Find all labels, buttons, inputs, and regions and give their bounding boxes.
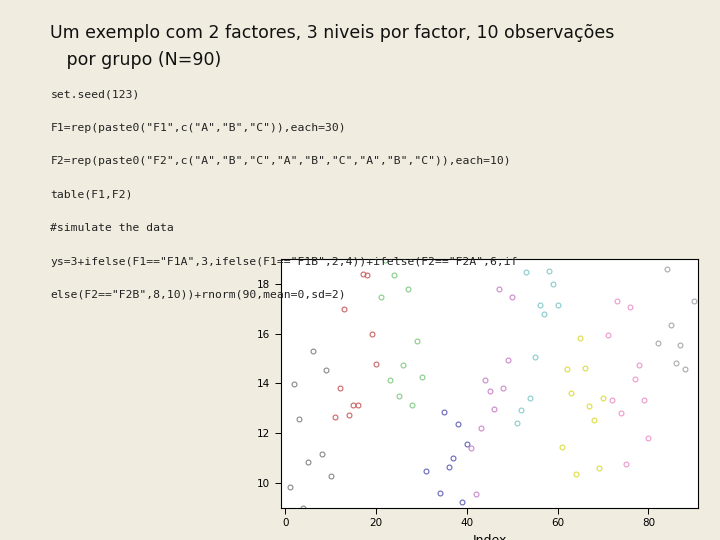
Text: ys=3+ifelse(F1=="F1A",3,ifelse(F1=="F1B",2,4))+ifelse(F2=="F2A",6,if: ys=3+ifelse(F1=="F1A",3,ifelse(F1=="F1B"… [50, 256, 518, 267]
Text: #simulate the data: #simulate the data [50, 223, 174, 233]
Text: F1=rep(paste0("F1",c("A","B","C")),each=30): F1=rep(paste0("F1",c("A","B","C")),each=… [50, 123, 346, 133]
Text: else(F2=="F2B",8,10))+rnorm(90,mean=0,sd=2): else(F2=="F2B",8,10))+rnorm(90,mean=0,sd… [50, 290, 346, 300]
Text: Um exemplo com 2 factores, 3 niveis por factor, 10 observações: Um exemplo com 2 factores, 3 niveis por … [50, 24, 615, 42]
Text: table(F1,F2): table(F1,F2) [50, 190, 133, 200]
Text: por grupo (N=90): por grupo (N=90) [50, 51, 222, 69]
Text: F2=rep(paste0("F2",c("A","B","C","A","B","C","A","B","C")),each=10): F2=rep(paste0("F2",c("A","B","C","A","B"… [50, 156, 511, 166]
Text: set.seed(123): set.seed(123) [50, 89, 140, 99]
X-axis label: Index: Index [472, 534, 507, 540]
